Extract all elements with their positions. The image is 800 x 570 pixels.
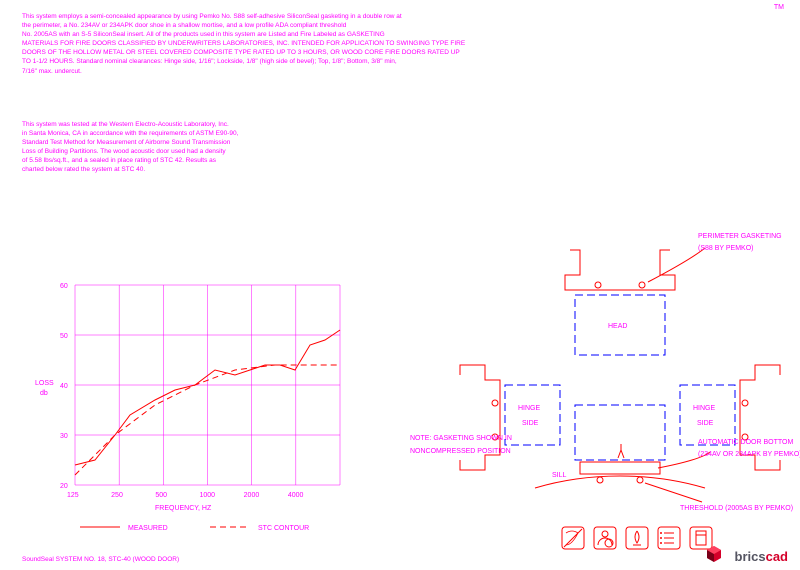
p1-l6: TO 1-1/2 HOURS. Standard nominal clearan… (22, 57, 762, 66)
svg-text:1000: 1000 (200, 492, 216, 499)
p2-l5: of 5.58 lbs/sq.ft., and a sealed in plac… (22, 156, 322, 165)
auto-label2: (234AV OR 234APK BY PEMKO) (698, 451, 800, 458)
logo-icon (706, 546, 722, 562)
p2-l2: in Santa Monica, CA in accordance with t… (22, 129, 322, 138)
sill-label: SILL (552, 472, 567, 479)
y-axis-label2: db (40, 390, 48, 397)
x-axis-label: FREQUENCY, HZ (155, 505, 212, 512)
p2-l1: This system was tested at the Western El… (22, 120, 322, 129)
svg-text:250: 250 (111, 492, 123, 499)
stc-chart: 20 30 40 50 60 125 250 500 1000 2000 4000 LOSS db… (20, 275, 350, 545)
svg-text:40: 40 (60, 383, 68, 390)
auto-label: AUTOMATIC DOOR BOTTOM (698, 439, 793, 446)
head-label: HEAD (608, 323, 627, 330)
trademark: TM (774, 4, 784, 11)
svg-text:500: 500 (155, 492, 167, 499)
description-para-2: This system was tested at the Western El… (22, 120, 322, 175)
p1-l3: No. 2005AS with an S-5 SiliconSeal inser… (22, 30, 762, 39)
svg-text:60: 60 (60, 283, 68, 290)
p2-l3: Standard Test Method for Measurement of … (22, 138, 322, 147)
description-para-1: This system employs a semi-concealed app… (22, 12, 762, 76)
perimeter-label2: (S88 BY PEMKO) (698, 245, 754, 252)
svg-text:2000: 2000 (244, 492, 260, 499)
door-detail-diagram: HEAD HINGE SIDE HINGE SIDE SILL PERIMETE… (400, 210, 800, 520)
legend-measured: MEASURED (128, 525, 168, 532)
note-line1: NOTE: GASKETING SHOWN IN (410, 435, 512, 442)
svg-text:4000: 4000 (288, 492, 304, 499)
hinge-left-door (505, 385, 560, 445)
p1-l2: the perimeter, a No. 234AV or 234APK doo… (22, 21, 762, 30)
logo-cad: cad (766, 549, 788, 564)
p1-l5: DOORS OF THE HOLLOW METAL OR STEEL COVER… (22, 48, 762, 57)
svg-text:50: 50 (60, 333, 68, 340)
perimeter-label: PERIMETER GASKETING (698, 233, 782, 240)
bricscad-logo: bricscad (735, 549, 788, 564)
svg-text:20: 20 (60, 483, 68, 490)
hinge-r-label: HINGE (693, 405, 716, 412)
y-axis-label: LOSS (35, 380, 54, 387)
legend-stc: STC CONTOUR (258, 525, 309, 532)
p1-l4: MATERIALS FOR FIRE DOORS CLASSIFIED BY U… (22, 39, 762, 48)
side-l-label: SIDE (522, 420, 539, 427)
svg-text:30: 30 (60, 433, 68, 440)
threshold-label: THRESHOLD (2005AS BY PEMKO) (680, 505, 793, 512)
door-bottom (580, 462, 660, 474)
p2-l6: charted below rated the system at STC 40… (22, 165, 322, 174)
note-line2: NONCOMPRESSED POSITION (410, 448, 511, 455)
head-frame (565, 250, 675, 290)
side-r-label: SIDE (697, 420, 714, 427)
hinge-right-door (680, 385, 735, 445)
footer-title: SoundSeal SYSTEM NO. 18, STC-40 (WOOD DO… (22, 555, 179, 564)
logo-brics: brics (735, 549, 766, 564)
svg-text:125: 125 (67, 492, 79, 499)
p2-l4: Loss of Building Partitions. The wood ac… (22, 147, 322, 156)
p1-l1: This system employs a semi-concealed app… (22, 12, 762, 21)
p1-l7: 7/16" max. undercut. (22, 67, 762, 76)
hinge-l-label: HINGE (518, 405, 541, 412)
